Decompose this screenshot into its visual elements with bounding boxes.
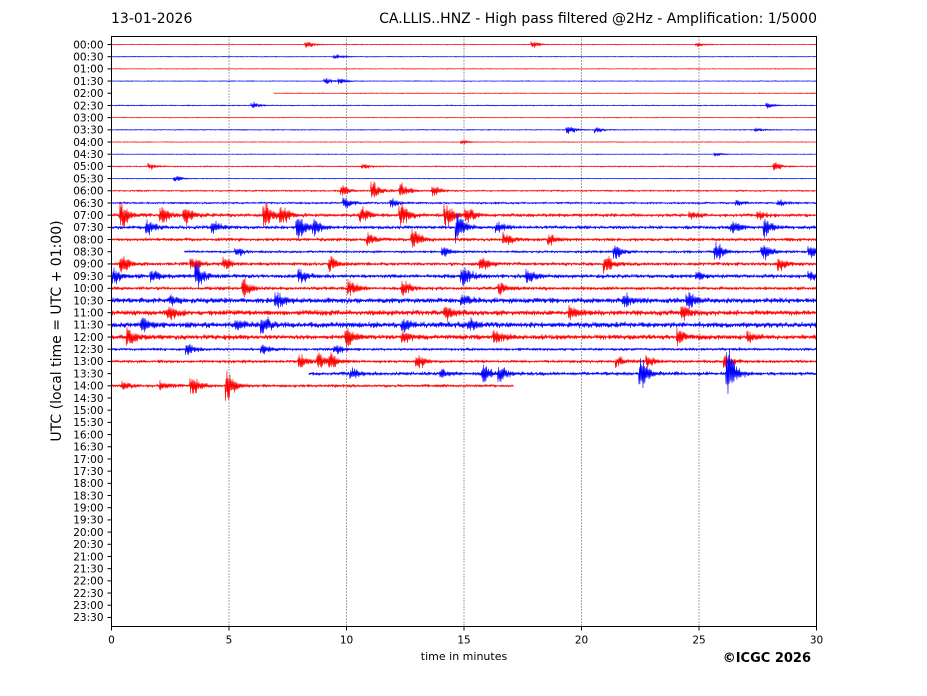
trace-0730 <box>111 213 817 244</box>
y-tick-label: 01:30 <box>73 76 103 88</box>
y-tick-label: 06:00 <box>73 186 103 198</box>
y-tick-label: 23:30 <box>73 612 103 624</box>
chart-title: CA.LLIS..HNZ - High pass filtered @2Hz -… <box>379 11 817 27</box>
x-tick-label: 20 <box>575 635 588 647</box>
y-tick-label: 07:00 <box>73 210 103 222</box>
y-tick-label: 22:30 <box>73 588 103 600</box>
y-tick-label: 14:00 <box>73 381 103 393</box>
y-tick-label: 16:30 <box>73 442 103 454</box>
trace-0000 <box>111 41 817 48</box>
x-tick-label: 5 <box>226 635 233 647</box>
x-tick-label: 10 <box>340 635 353 647</box>
trace-0300 <box>111 116 817 119</box>
y-tick-label: 09:30 <box>73 271 103 283</box>
date-label: 13-01-2026 <box>111 11 193 27</box>
trace-1330 <box>308 347 817 395</box>
y-tick-label: 11:30 <box>73 320 103 332</box>
y-tick-label: 10:30 <box>73 295 103 307</box>
y-tick-label: 05:00 <box>73 161 103 173</box>
y-tick-label: 03:30 <box>73 125 103 137</box>
y-tick-label: 02:30 <box>73 100 103 112</box>
trace-1130 <box>111 316 817 334</box>
trace-0830 <box>184 241 817 261</box>
trace-0330 <box>111 126 817 135</box>
x-tick-label: 30 <box>810 635 823 647</box>
y-tick-label: 08:00 <box>73 234 103 246</box>
trace-0530 <box>111 176 817 182</box>
y-tick-label: 10:00 <box>73 283 103 295</box>
y-tick-label: 18:00 <box>73 478 103 490</box>
x-axis-label: time in minutes <box>420 650 508 663</box>
y-tick-label: 13:30 <box>73 368 103 380</box>
y-tick-label: 23:00 <box>73 600 103 612</box>
trace-0130 <box>111 77 817 85</box>
trace-0930 <box>111 261 817 289</box>
y-tick-label: 17:00 <box>73 454 103 466</box>
trace-0630 <box>111 197 817 209</box>
y-tick-label: 16:00 <box>73 429 103 441</box>
y-tick-label: 19:30 <box>73 515 103 527</box>
y-tick-label: 04:00 <box>73 137 103 149</box>
y-tick-label: 18:30 <box>73 490 103 502</box>
y-tick-label: 21:00 <box>73 551 103 563</box>
trace-0600 <box>111 181 817 198</box>
trace-0800 <box>111 228 817 248</box>
y-tick-label: 04:30 <box>73 149 103 161</box>
y-tick-label: 22:00 <box>73 576 103 588</box>
trace-0200 <box>273 92 817 95</box>
y-tick-label: 08:30 <box>73 247 103 259</box>
y-tick-label: 15:00 <box>73 405 103 417</box>
x-tick-label: 15 <box>457 635 470 647</box>
seismic-traces <box>111 41 817 401</box>
trace-1200 <box>111 326 817 348</box>
x-axis-ticks: 0 5 10 15 20 25 30 <box>108 626 823 647</box>
y-tick-label: 13:00 <box>73 356 103 368</box>
trace-0430 <box>111 152 817 157</box>
y-tick-label: 15:30 <box>73 417 103 429</box>
y-tick-label: 02:00 <box>73 88 103 100</box>
trace-1000 <box>111 278 817 298</box>
y-tick-label: 17:30 <box>73 466 103 478</box>
trace-1300 <box>111 352 817 369</box>
copyright-credit: ©ICGC 2026 <box>722 651 811 666</box>
y-tick-label: 14:30 <box>73 393 103 405</box>
trace-1230 <box>111 343 817 356</box>
trace-0500 <box>111 162 817 171</box>
trace-0030 <box>111 54 817 59</box>
y-tick-label: 12:00 <box>73 332 103 344</box>
y-tick-label: 20:30 <box>73 539 103 551</box>
y-tick-label: 11:00 <box>73 307 103 319</box>
y-tick-label: 09:00 <box>73 259 103 271</box>
trace-1400 <box>111 370 514 401</box>
y-tick-label: 00:30 <box>73 51 103 63</box>
y-tick-label: 06:30 <box>73 198 103 210</box>
trace-0900 <box>111 255 817 274</box>
y-tick-label: 12:30 <box>73 344 103 356</box>
trace-1100 <box>111 304 817 322</box>
gridlines <box>228 36 700 627</box>
y-tick-label: 19:00 <box>73 503 103 515</box>
trace-0100 <box>111 68 817 70</box>
y-tick-label: 03:00 <box>73 112 103 124</box>
trace-1030 <box>111 291 817 309</box>
y-tick-label: 07:30 <box>73 222 103 234</box>
trace-0700 <box>111 201 817 229</box>
x-tick-label: 25 <box>692 635 705 647</box>
trace-0400 <box>111 140 817 145</box>
y-tick-label: 05:30 <box>73 173 103 185</box>
y-tick-label: 21:30 <box>73 563 103 575</box>
x-tick-label: 0 <box>108 635 115 647</box>
y-tick-label: 20:00 <box>73 527 103 539</box>
trace-0230 <box>111 101 817 109</box>
y-tick-label: 01:00 <box>73 64 103 76</box>
y-axis-ticks: 00:0000:3001:0001:3002:0002:3003:0003:30… <box>73 39 112 624</box>
y-tick-label: 00:00 <box>73 39 103 51</box>
